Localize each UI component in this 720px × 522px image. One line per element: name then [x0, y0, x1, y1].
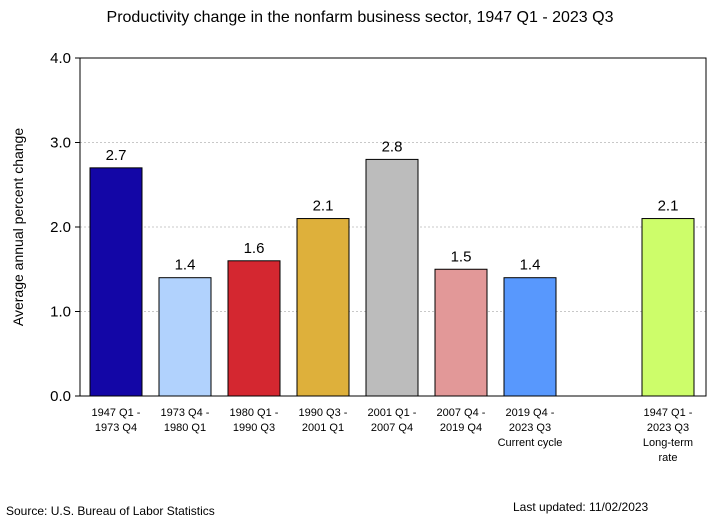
x-tick-label: 1973 Q4 [95, 422, 137, 434]
bar-value-label: 2.7 [106, 147, 127, 164]
y-axis-label: Average annual percent change [10, 128, 26, 326]
x-tick-label: 2019 Q4 [440, 422, 482, 434]
x-tick-label: 2023 Q3 [647, 422, 689, 434]
x-tick-label: 2001 Q1 [302, 422, 344, 434]
bar-6 [434, 268, 488, 397]
bar-value-label: 2.1 [313, 198, 334, 215]
x-tick-label: 1947 Q1 - [644, 407, 693, 419]
bar-4 [296, 218, 350, 397]
bar-value-label: 2.1 [658, 198, 679, 215]
x-tick-label: 1990 Q3 [233, 422, 275, 434]
x-tick-label: rate [659, 452, 678, 464]
bar-1 [89, 167, 143, 397]
source-note: Source: U.S. Bureau of Labor Statistics [6, 504, 215, 518]
x-tick-label: 1980 Q1 - [230, 407, 279, 419]
last-updated-note: Last updated: 11/02/2023 [513, 500, 649, 514]
y-tick-label: 4.0 [50, 50, 71, 67]
y-tick-label: 0.0 [50, 388, 71, 405]
bar-8 [641, 218, 695, 397]
bar-7 [503, 277, 557, 397]
plot-area-frame [79, 57, 707, 397]
y-tick-label: 3.0 [50, 135, 71, 152]
bar-value-label: 1.6 [244, 240, 265, 257]
bar-5 [365, 158, 419, 397]
y-tick-label: 1.0 [50, 304, 71, 321]
x-tick-label: 1980 Q1 [164, 422, 206, 434]
x-tick-label: 1973 Q4 - [161, 407, 210, 419]
x-tick-label: 2007 Q4 - [437, 407, 486, 419]
bar-3 [227, 260, 281, 397]
x-tick-label: Long-term [643, 437, 693, 449]
x-tick-label: 1947 Q1 - [92, 407, 141, 419]
x-tick-label: 2019 Q4 - [506, 407, 555, 419]
x-tick-label: 2001 Q1 - [368, 407, 417, 419]
bar-value-label: 2.8 [382, 138, 403, 155]
bar-value-label: 1.4 [520, 257, 541, 274]
y-tick-label: 2.0 [50, 219, 71, 236]
x-tick-label: 1990 Q3 - [299, 407, 348, 419]
bar-value-label: 1.4 [175, 257, 196, 274]
bar-2 [158, 277, 212, 397]
x-tick-label: Current cycle [498, 437, 563, 449]
chart-title: Productivity change in the nonfarm busin… [107, 9, 614, 26]
bar-value-label: 1.5 [451, 248, 472, 265]
x-tick-label: 2023 Q3 [509, 422, 551, 434]
x-tick-label: 2007 Q4 [371, 422, 413, 434]
